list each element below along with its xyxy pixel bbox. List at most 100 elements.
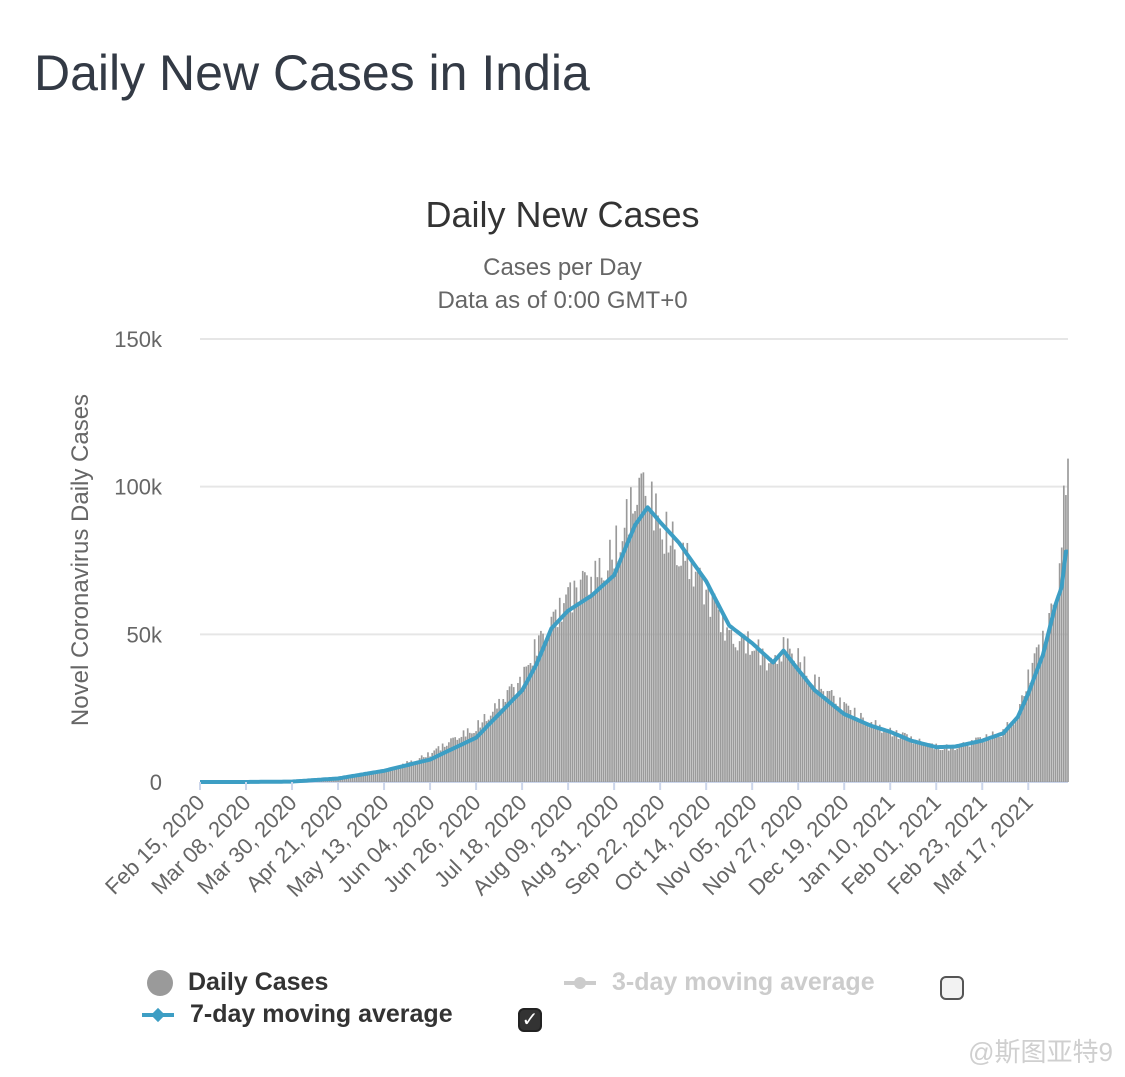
daily-cases-bar <box>471 733 473 782</box>
daily-cases-bar <box>824 696 827 782</box>
daily-cases-bar <box>761 648 764 782</box>
daily-cases-bar <box>968 746 971 782</box>
daily-cases-bar <box>996 737 998 782</box>
daily-cases-bar <box>912 743 915 782</box>
daily-cases-bar <box>439 750 442 782</box>
daily-cases-bar <box>931 743 933 782</box>
daily-cases-bar <box>870 722 873 782</box>
daily-cases-bar <box>837 706 839 782</box>
daily-cases-bar <box>772 659 774 782</box>
daily-cases-bar <box>1012 724 1015 782</box>
daily-cases-bar <box>1000 736 1002 782</box>
daily-cases-bar <box>665 511 668 782</box>
daily-cases-bar <box>1014 719 1017 782</box>
daily-cases-bar <box>899 733 902 782</box>
daily-cases-bar <box>604 581 607 782</box>
daily-cases-bar <box>571 612 574 782</box>
daily-cases-bar <box>929 743 931 782</box>
legend-item-3-day-average[interactable]: 3-day moving average <box>562 968 875 997</box>
legend-item-daily-cases[interactable]: Daily Cases <box>146 968 328 997</box>
daily-cases-bar <box>740 633 743 782</box>
daily-cases-bar <box>550 616 553 782</box>
daily-cases-bar <box>475 731 477 782</box>
daily-cases-bar <box>1027 669 1030 782</box>
daily-cases-bar <box>707 582 710 782</box>
daily-cases-bar <box>435 748 438 782</box>
daily-cases-bar <box>362 773 364 782</box>
daily-cases-bar <box>887 729 889 782</box>
daily-cases-bar <box>364 773 367 782</box>
daily-cases-bar <box>341 777 344 782</box>
daily-cases-bar <box>533 639 536 782</box>
daily-cases-bar <box>632 513 634 782</box>
daily-cases-bar <box>552 611 555 782</box>
daily-cases-bar <box>648 510 651 782</box>
daily-cases-bar <box>788 648 791 782</box>
daily-cases-bar <box>935 743 938 782</box>
daily-cases-bar <box>1060 547 1063 782</box>
daily-cases-bar <box>786 638 789 782</box>
daily-cases-bar <box>947 750 950 782</box>
daily-cases-bar <box>906 734 908 782</box>
checkbox-7-day-average[interactable]: ✓ <box>518 1008 542 1032</box>
daily-cases-bar <box>747 631 749 782</box>
daily-cases-bar <box>523 666 526 782</box>
daily-cases-bar <box>791 653 793 782</box>
daily-cases-bar <box>853 707 856 782</box>
chart-title: Daily New Cases <box>425 194 700 235</box>
daily-cases-bar <box>950 745 952 782</box>
daily-cases-bars <box>201 458 1069 782</box>
daily-cases-bar <box>548 635 551 782</box>
daily-cases-bar <box>427 752 429 782</box>
daily-cases-bar <box>638 477 641 782</box>
daily-cases-bar <box>561 621 563 782</box>
daily-cases-bar <box>615 525 618 782</box>
daily-cases-bar <box>366 773 369 782</box>
daily-cases-bar <box>709 616 712 782</box>
daily-cases-bar <box>891 736 894 782</box>
daily-cases-bar <box>600 577 603 782</box>
daily-cases-bar <box>374 771 377 782</box>
watermark: @斯图亚特9 <box>968 1037 1113 1067</box>
daily-cases-bar <box>676 565 678 782</box>
daily-cases-bar <box>941 750 944 782</box>
daily-cases-bar <box>872 724 875 782</box>
daily-cases-bar <box>956 748 958 782</box>
daily-cases-bar <box>719 632 722 782</box>
daily-cases-bar <box>952 746 954 782</box>
daily-cases-bar <box>619 552 622 782</box>
daily-cases-bar <box>939 750 942 782</box>
check-icon: ✓ <box>521 1009 539 1031</box>
daily-cases-bar <box>847 705 850 782</box>
daily-cases-bar <box>966 743 969 782</box>
daily-cases-bar <box>1044 642 1046 782</box>
daily-cases-bar <box>514 694 517 782</box>
daily-cases-bar <box>684 560 687 782</box>
daily-cases-bar <box>868 727 871 782</box>
daily-cases-bar <box>734 647 737 782</box>
line-marker-icon-disabled <box>564 976 596 989</box>
daily-cases-bar <box>383 772 385 782</box>
daily-cases-bar <box>922 743 925 782</box>
daily-cases-bar <box>711 591 714 782</box>
daily-cases-bar <box>537 635 540 782</box>
checkbox-3-day-average[interactable] <box>940 976 964 1000</box>
daily-cases-bar <box>703 604 705 782</box>
daily-cases-bar <box>448 742 450 782</box>
daily-cases-bar <box>575 587 578 782</box>
daily-cases-bar <box>588 594 590 782</box>
daily-cases-bar <box>885 731 887 782</box>
daily-cases-bar <box>422 757 425 782</box>
daily-cases-bar <box>763 654 766 782</box>
legend-item-7-day-average[interactable]: 7-day moving average <box>140 1000 453 1029</box>
daily-cases-bar <box>462 730 465 782</box>
daily-cases-bar <box>765 670 768 782</box>
daily-cases-bar <box>489 715 492 782</box>
daily-cases-bar <box>981 738 984 782</box>
daily-cases-bar <box>866 725 869 782</box>
daily-cases-bar <box>878 724 881 782</box>
daily-cases-bar <box>404 764 406 782</box>
daily-cases-bar <box>855 718 858 782</box>
daily-cases-bar <box>686 542 689 782</box>
daily-cases-bar <box>897 738 900 782</box>
